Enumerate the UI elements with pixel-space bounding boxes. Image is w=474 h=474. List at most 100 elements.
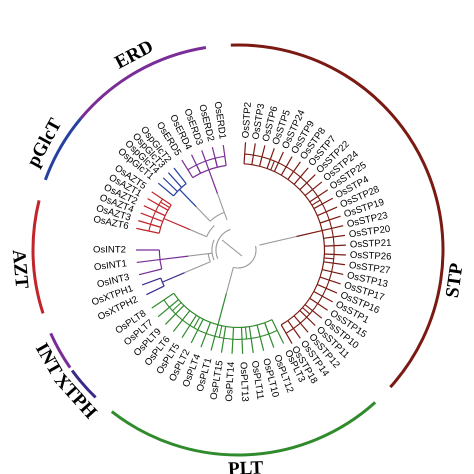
erd-clade-stem bbox=[208, 169, 219, 194]
stp-clade-tip-branch bbox=[280, 156, 293, 176]
stp-clade-tip-branch bbox=[280, 324, 293, 344]
int-clade-tip-branch bbox=[136, 258, 161, 264]
backbone-branch bbox=[188, 252, 213, 257]
plt-clade-tip-branch bbox=[200, 322, 211, 348]
plt-clade-tip-branch bbox=[151, 292, 175, 309]
azt-group-label: AZT bbox=[8, 249, 32, 290]
stp-clade-tip-branch bbox=[316, 283, 338, 294]
erd-clade-subclade bbox=[187, 160, 206, 171]
stp-clade-tip-branch bbox=[319, 276, 341, 285]
stp-clade-subclade-stem bbox=[302, 307, 311, 315]
plt-clade-subclade-stem bbox=[264, 322, 270, 335]
azt-clade-subclade bbox=[158, 198, 163, 206]
leaf-label: OsSTP21 bbox=[350, 238, 392, 251]
leaf-label: OsINT2 bbox=[93, 245, 126, 256]
pglct-arc bbox=[43, 117, 83, 181]
plt-clade-subclade-stem bbox=[193, 317, 201, 328]
plt-clade-tip-branch bbox=[220, 326, 227, 353]
plt-clade-tip-branch bbox=[240, 327, 244, 354]
leaf-label: OsSTP2 bbox=[240, 102, 254, 139]
plt-group-label: PLT bbox=[228, 458, 264, 474]
stp-clade-tip-branch bbox=[323, 261, 346, 266]
stp-clade-tip-branch bbox=[324, 244, 346, 247]
stp-clade-tip-branch bbox=[324, 253, 346, 256]
backbone-branch bbox=[189, 229, 207, 238]
stp-group-label: STP bbox=[442, 261, 468, 299]
plt-clade-subclade-stem bbox=[218, 325, 223, 338]
backbone-branch bbox=[225, 267, 234, 294]
int-clade-stem bbox=[159, 255, 189, 261]
pglct-group-label: pGlcT bbox=[23, 115, 67, 171]
backbone-arc bbox=[211, 239, 215, 261]
stp-clade-subclade-stem bbox=[311, 199, 321, 206]
stp-clade-stem bbox=[296, 229, 323, 238]
stp-clade-tip-branch bbox=[251, 143, 256, 165]
plt-clade-connector bbox=[173, 292, 273, 329]
stp-arc bbox=[230, 43, 445, 389]
plt-clade-tip-branch bbox=[181, 314, 197, 338]
erd-clade-subclade-stem bbox=[196, 164, 202, 174]
xtph-clade-stem bbox=[162, 272, 185, 283]
stp-clade-subclade bbox=[325, 228, 335, 289]
xtph-arc bbox=[70, 369, 97, 399]
stp-clade-tip-branch bbox=[319, 215, 341, 224]
stp-clade-tip-branch bbox=[304, 181, 323, 197]
azt-clade-subclade bbox=[148, 217, 154, 232]
root-branch bbox=[221, 239, 243, 257]
azt-clade-subclade-stem bbox=[150, 223, 161, 228]
backbone-arc bbox=[215, 228, 231, 259]
erd-clade-tip-branch bbox=[181, 159, 194, 178]
erd-group-label: ERD bbox=[112, 36, 157, 73]
azt-clade-tip-branch bbox=[140, 212, 163, 222]
plt-clade-tip-branch bbox=[231, 327, 235, 354]
backbone-arc bbox=[209, 211, 225, 222]
plt-clade-tip-branch bbox=[271, 319, 285, 344]
azt-clade-tip-branch bbox=[147, 198, 169, 211]
pglct-clade-tip-branch bbox=[157, 182, 174, 197]
stp-clade-tip-branch bbox=[313, 197, 334, 210]
int-clade-connector bbox=[158, 249, 163, 270]
stp-clade-tip-branch bbox=[258, 145, 266, 167]
stp-clade-tip-branch bbox=[322, 268, 344, 276]
backbone-arc bbox=[206, 225, 215, 237]
pglct-clade-tip-branch bbox=[173, 167, 187, 185]
stp-clade-subclade-stem bbox=[270, 160, 275, 171]
plt-arc bbox=[110, 401, 377, 457]
backbone-arc bbox=[233, 245, 257, 269]
plt-clade-tip-branch bbox=[256, 324, 265, 351]
plt-clade-subclade-stem bbox=[172, 302, 182, 312]
stp-clade-tip-branch bbox=[273, 151, 284, 172]
leaf-labels: OsERD5OsERD4OsERD3OsERD2OsERD1OspGlcT1Os… bbox=[90, 101, 391, 402]
tree-branches bbox=[136, 142, 346, 354]
stp-clade-tip-branch bbox=[322, 225, 344, 232]
pglct-clade-tip-branch bbox=[162, 177, 178, 192]
backbone-branch bbox=[195, 206, 211, 222]
int-clade-tip-branch bbox=[138, 268, 162, 276]
stp-clade-tip-branch bbox=[293, 167, 309, 185]
plt-clade-tip-branch bbox=[248, 326, 254, 353]
azt-clade-subclade bbox=[152, 204, 160, 218]
stp-clade-tip-branch bbox=[313, 290, 334, 303]
azt-clade-stem bbox=[163, 217, 191, 231]
plt-clade-tip-branch bbox=[164, 305, 185, 325]
backbone-branch bbox=[259, 235, 297, 246]
backbone-branch bbox=[216, 193, 228, 221]
erd-clade-tip-branch bbox=[222, 144, 227, 166]
plt-clade-tip-branch bbox=[190, 318, 204, 344]
xtph-clade-tip-branch bbox=[146, 285, 165, 296]
leaf-label: OsPLT13 bbox=[237, 362, 250, 402]
plt-clade-subclade-stem bbox=[244, 327, 248, 340]
stp-clade-tip-branch bbox=[266, 148, 275, 169]
stp-clade-tip-branch bbox=[299, 174, 316, 191]
pglct-clade-stem bbox=[179, 189, 197, 208]
stp-clade-subclade-stem bbox=[323, 257, 334, 260]
plt-clade-subclade bbox=[205, 333, 233, 340]
erd-clade-tip-branch bbox=[201, 150, 210, 171]
backbone-branch bbox=[184, 261, 211, 274]
azt-clade-subclade-stem bbox=[155, 210, 166, 217]
leaf-label: OsERD1 bbox=[212, 101, 228, 140]
azt-clade-subclade-stem bbox=[160, 201, 170, 208]
